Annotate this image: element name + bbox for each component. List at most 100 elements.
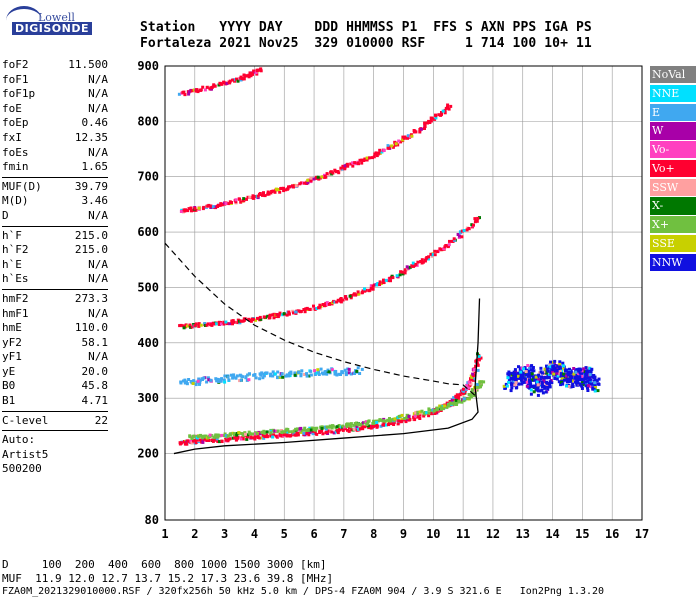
param-name: hmF2 xyxy=(2,291,29,305)
echo-point xyxy=(536,386,540,389)
echo-point xyxy=(394,142,398,146)
echo-point xyxy=(442,247,446,251)
echo-point xyxy=(247,378,251,382)
echo-point xyxy=(276,315,280,319)
param-name: h`E xyxy=(2,257,22,271)
echo-point xyxy=(292,311,295,315)
echo-point xyxy=(262,429,266,433)
echo-point xyxy=(379,424,383,428)
echo-point xyxy=(203,322,207,325)
echo-point xyxy=(330,368,334,372)
param-row: hmE 110.0 xyxy=(2,321,108,336)
echo-point xyxy=(336,431,340,435)
echo-point xyxy=(450,398,454,402)
echo-point xyxy=(209,204,213,208)
echo-point xyxy=(186,209,190,213)
echo-point xyxy=(391,276,395,280)
legend-item-x-: X+ xyxy=(650,216,696,234)
param-value: 215.0 xyxy=(74,243,108,257)
echo-point xyxy=(338,428,341,432)
echo-point xyxy=(565,384,568,388)
echo-point xyxy=(323,175,327,178)
x-tick-label: 5 xyxy=(281,527,288,541)
x-tick-label: 1 xyxy=(161,527,168,541)
echo-point xyxy=(197,377,201,381)
echo-point xyxy=(194,208,198,212)
echo-point xyxy=(597,377,601,381)
echo-point xyxy=(517,374,520,378)
echo-point xyxy=(266,314,270,318)
echo-point xyxy=(197,434,201,438)
echo-point xyxy=(505,384,509,388)
echo-point xyxy=(440,112,443,116)
echo-point xyxy=(292,185,295,189)
echo-point xyxy=(299,430,303,434)
echo-point xyxy=(273,372,277,376)
echo-point xyxy=(262,191,265,195)
echo-point xyxy=(371,425,375,428)
echo-point xyxy=(282,433,286,437)
param-value: 58.1 xyxy=(81,335,109,349)
echo-point xyxy=(181,324,185,328)
echo-point xyxy=(247,317,251,321)
echo-point xyxy=(461,387,465,391)
param-name: hmF1 xyxy=(2,306,29,320)
param-value: 1.65 xyxy=(81,160,109,174)
echo-point xyxy=(426,257,430,261)
echo-point xyxy=(506,372,510,376)
param-value: N/A xyxy=(88,72,108,86)
echo-point xyxy=(259,68,262,71)
echo-point xyxy=(243,431,247,435)
echo-point xyxy=(184,441,188,445)
x-tick-label: 12 xyxy=(486,527,500,541)
echo-point xyxy=(586,389,590,392)
param-name: foF1p xyxy=(2,87,36,101)
echo-point xyxy=(586,370,590,374)
param-row: B0 45.8 xyxy=(2,379,108,394)
echo-point xyxy=(220,377,224,381)
echo-point xyxy=(318,303,322,307)
echo-point xyxy=(287,430,291,434)
echo-point xyxy=(190,325,194,329)
echo-point xyxy=(534,375,538,379)
echo-point xyxy=(536,383,540,387)
echo-point xyxy=(198,382,201,386)
echo-point xyxy=(517,365,520,369)
echo-point xyxy=(551,368,555,372)
echo-point xyxy=(224,202,228,205)
param-value: N/A xyxy=(88,208,108,222)
echo-point xyxy=(341,428,345,432)
echo-point xyxy=(307,433,311,437)
y-tick-label: 400 xyxy=(137,336,159,350)
echo-point xyxy=(429,252,433,256)
legend-item-nne: NNE xyxy=(650,84,696,102)
echo-point xyxy=(524,370,528,374)
echo-point xyxy=(467,380,471,384)
echo-point xyxy=(467,393,471,396)
echo-point xyxy=(436,250,440,254)
echo-point xyxy=(266,190,270,194)
echo-point xyxy=(479,385,482,389)
echo-point xyxy=(418,417,422,420)
echo-point xyxy=(467,385,470,389)
x-tick-label: 7 xyxy=(340,527,347,541)
echo-point xyxy=(562,372,566,376)
echo-point xyxy=(517,372,520,376)
echo-point xyxy=(294,427,298,431)
echo-point xyxy=(310,426,314,430)
param-note: Auto: xyxy=(2,433,36,447)
echo-point xyxy=(553,366,557,370)
echo-point xyxy=(233,436,237,440)
echo-point xyxy=(443,111,447,115)
echo-point xyxy=(363,425,367,429)
echo-point xyxy=(317,373,321,376)
echo-point xyxy=(552,372,556,376)
param-row: h`F 215.0 xyxy=(2,229,108,244)
echo-point xyxy=(209,378,213,382)
echo-point xyxy=(462,397,466,401)
echo-point xyxy=(470,378,474,382)
echo-point xyxy=(185,380,188,384)
echo-point xyxy=(542,384,546,388)
echo-point xyxy=(261,193,265,197)
echo-point xyxy=(569,374,573,378)
